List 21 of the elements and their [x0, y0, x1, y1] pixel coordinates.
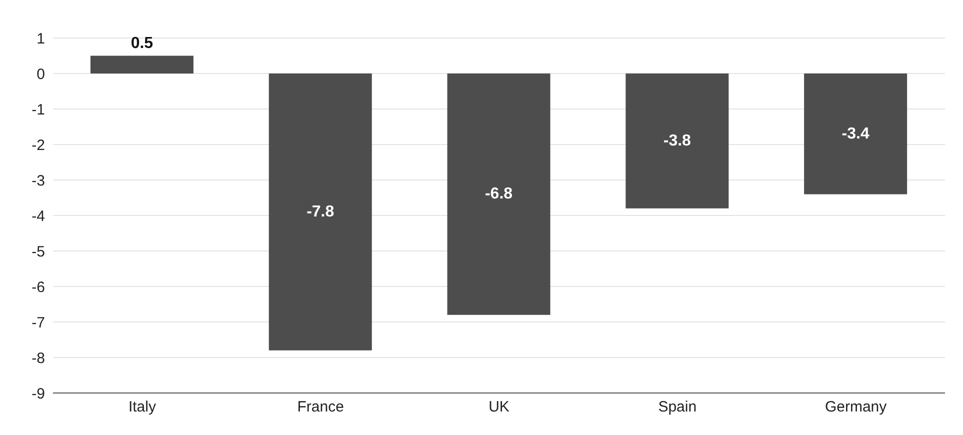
y-tick-label: -3	[32, 172, 45, 190]
data-label: -7.8	[306, 203, 334, 220]
y-tick-label: -5	[32, 243, 45, 260]
x-tick-label: Germany	[824, 398, 888, 416]
data-label: -3.4	[842, 125, 870, 142]
y-tick-label: -7	[32, 314, 45, 332]
y-tick-label: 0	[36, 66, 45, 83]
y-tick-label: -4	[32, 208, 45, 225]
data-label: 0.5	[130, 34, 154, 52]
y-tick-label: -1	[32, 101, 45, 118]
y-tick-label: -9	[32, 385, 45, 402]
x-tick-label: UK	[488, 398, 510, 416]
y-tick-label: -8	[32, 350, 45, 367]
x-tick-label: Italy	[128, 398, 156, 416]
y-tick-label: 1	[36, 30, 45, 48]
data-label: -3.8	[663, 132, 692, 150]
y-tick-label: -6	[32, 278, 45, 296]
y-tick-label: -2	[32, 136, 45, 154]
x-tick-label: Spain	[658, 398, 697, 416]
data-label: -6.8	[484, 186, 513, 203]
x-tick-label: France	[297, 398, 344, 416]
